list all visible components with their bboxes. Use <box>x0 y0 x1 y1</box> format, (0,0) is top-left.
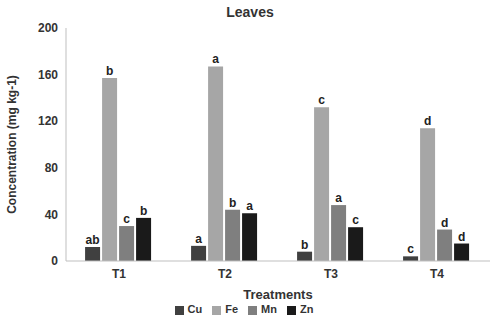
svg-text:T1: T1 <box>112 267 126 281</box>
svg-text:T3: T3 <box>324 267 338 281</box>
svg-text:c: c <box>407 242 414 256</box>
html-text:Fe: Fe <box>225 303 239 315</box>
svg-text:Concentration (mg kg-1): Concentration (mg kg-1) <box>8 75 19 214</box>
svg-text:b: b <box>229 196 236 210</box>
svg-text:a: a <box>246 199 253 213</box>
svg-text:Treatments: Treatments <box>243 287 312 302</box>
svg-text:80: 80 <box>45 161 59 175</box>
svg-text:c: c <box>123 212 130 226</box>
svg-text:a: a <box>335 191 342 205</box>
html-text:Leaves: Leaves <box>226 4 274 20</box>
svg-text:b: b <box>301 238 308 252</box>
svg-text:a: a <box>212 52 219 66</box>
svg-text:T2: T2 <box>218 267 232 281</box>
svg-text:b: b <box>140 204 147 218</box>
svg-text:160: 160 <box>38 68 58 82</box>
svg-text:d: d <box>458 230 465 244</box>
html-text:Zn: Zn <box>300 303 314 315</box>
svg-text:d: d <box>424 114 431 128</box>
svg-text:200: 200 <box>38 21 58 35</box>
svg-text:a: a <box>195 232 202 246</box>
html-text:Cu: Cu <box>187 303 203 315</box>
svg-text:d: d <box>441 216 448 230</box>
html-text:Mn: Mn <box>261 303 277 315</box>
svg-text:ab: ab <box>86 233 100 247</box>
svg-text:b: b <box>106 64 113 78</box>
svg-text:c: c <box>352 213 359 227</box>
svg-text:120: 120 <box>38 114 58 128</box>
svg-text:0: 0 <box>51 254 58 268</box>
svg-text:T4: T4 <box>430 267 444 281</box>
svg-text:40: 40 <box>45 208 59 222</box>
svg-text:c: c <box>318 93 325 107</box>
